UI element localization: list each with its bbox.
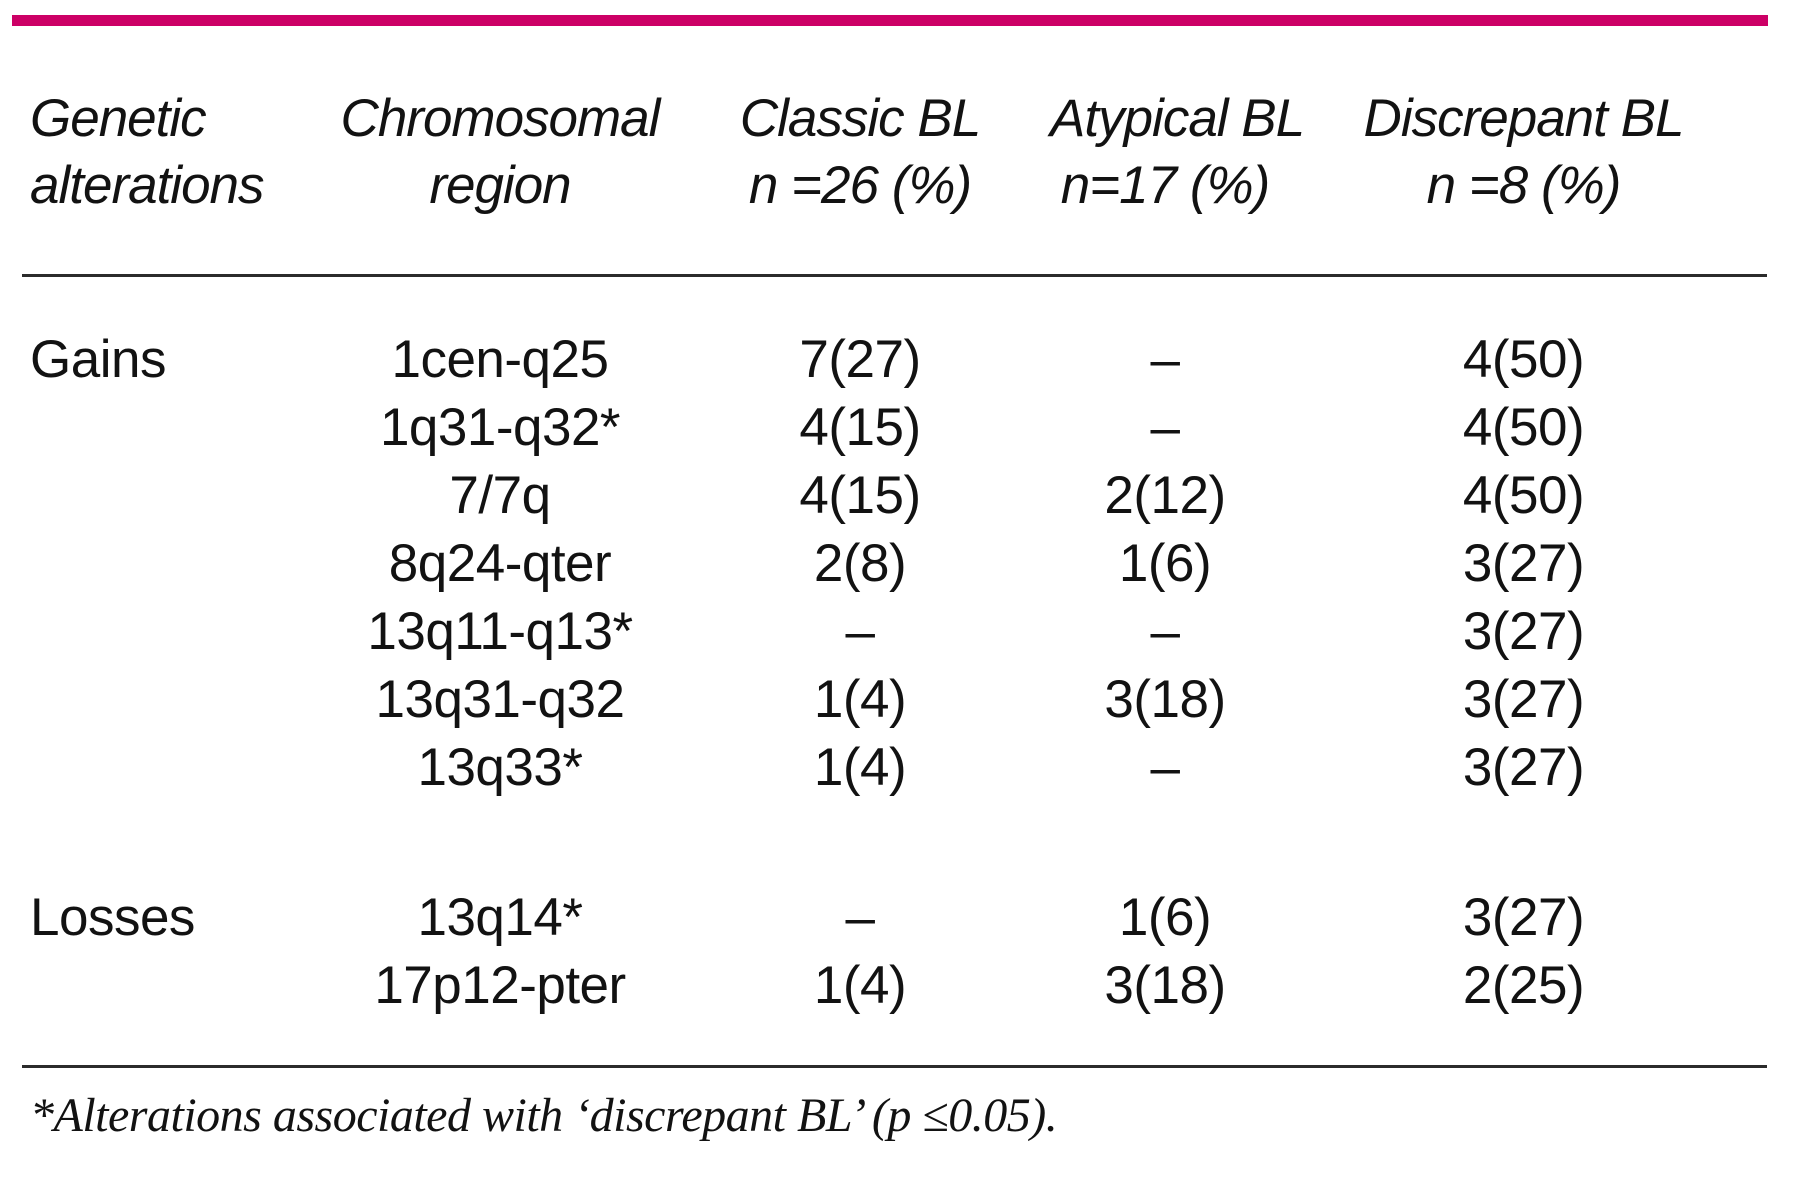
cell-classic-bl: – xyxy=(845,888,875,947)
cell-chromosomal-region: 13q14* xyxy=(417,888,583,947)
header-line-2: n =26 (%) xyxy=(748,156,972,215)
cell-discrepant-bl: 3(27) xyxy=(1462,888,1585,947)
header-line-1: Discrepant BL xyxy=(1363,89,1685,148)
cell-chromosomal-region: 8q24-qter xyxy=(388,534,612,593)
row-group-label: Losses xyxy=(30,888,195,947)
cell-classic-bl: 4(15) xyxy=(799,466,921,525)
cell-chromosomal-region: 13q31-q32 xyxy=(375,670,625,729)
cell-classic-bl: 4(15) xyxy=(799,398,921,457)
cell-atypical-bl: – xyxy=(1150,738,1180,797)
row-group-label xyxy=(22,666,330,734)
row-group-label xyxy=(22,734,330,802)
column-header-discrepant-bl: Discrepant BL n =8 (%) xyxy=(1280,85,1767,219)
column-header-classic-bl: Classic BL n =26 (%) xyxy=(670,85,1050,219)
cell-discrepant-bl: 3(27) xyxy=(1462,670,1585,729)
header-line-1: Atypical BL xyxy=(1050,89,1305,148)
cell-discrepant-bl: 4(50) xyxy=(1462,330,1585,389)
table-bottom-rule xyxy=(22,1065,1767,1068)
cell-classic-bl: 2(8) xyxy=(813,534,907,593)
cell-discrepant-bl: 3(27) xyxy=(1462,534,1585,593)
cell-atypical-bl: 1(6) xyxy=(1118,888,1212,947)
cell-atypical-bl: 2(12) xyxy=(1104,466,1226,525)
cell-classic-bl: 1(4) xyxy=(813,670,907,729)
cell-chromosomal-region: 1cen-q25 xyxy=(391,330,609,389)
table-footnote: *Alterations associated with ‘discrepant… xyxy=(30,1089,1058,1142)
cell-classic-bl: 1(4) xyxy=(813,956,907,1015)
cell-atypical-bl: 1(6) xyxy=(1118,534,1212,593)
header-line-2: n=17 (%) xyxy=(1060,156,1271,215)
row-group-label xyxy=(22,598,330,666)
cell-chromosomal-region: 17p12-pter xyxy=(374,956,626,1015)
header-line-2: alterations xyxy=(30,156,265,215)
cell-discrepant-bl: 4(50) xyxy=(1462,466,1585,525)
row-group-label xyxy=(22,462,330,530)
cell-chromosomal-region: 13q33* xyxy=(417,738,583,797)
cell-chromosomal-region: 7/7q xyxy=(449,466,551,525)
table-body-losses: Losses 13q14* – 1(6) 3(27) 17p12-pter 1(… xyxy=(22,884,1767,1020)
table-body-gains: Gains 1cen-q25 7(27) – 4(50) 1q31-q32* 4… xyxy=(22,326,1767,802)
row-group-label xyxy=(22,394,330,462)
cell-classic-bl: 1(4) xyxy=(813,738,907,797)
header-line-2: region xyxy=(429,156,571,215)
table-header-row: Genetic alterations Chromosomal region C… xyxy=(22,85,1767,219)
cell-atypical-bl: – xyxy=(1150,602,1180,661)
row-group-label xyxy=(22,530,330,598)
cell-atypical-bl: 3(18) xyxy=(1104,670,1226,729)
cell-discrepant-bl: 2(25) xyxy=(1462,956,1585,1015)
cell-discrepant-bl: 3(27) xyxy=(1462,738,1585,797)
header-line-1: Chromosomal xyxy=(340,89,661,148)
header-line-2: n =8 (%) xyxy=(1426,156,1622,215)
cell-atypical-bl: – xyxy=(1150,330,1180,389)
cell-discrepant-bl: 3(27) xyxy=(1462,602,1585,661)
cell-classic-bl: 7(27) xyxy=(799,330,921,389)
row-group-label xyxy=(22,952,330,1020)
column-header-chromosomal-region: Chromosomal region xyxy=(330,85,670,219)
cell-discrepant-bl: 4(50) xyxy=(1462,398,1585,457)
column-header-atypical-bl: Atypical BL n=17 (%) xyxy=(1050,85,1305,219)
table-top-accent-rule xyxy=(12,15,1768,26)
header-separator-rule xyxy=(22,274,1767,277)
cell-atypical-bl: – xyxy=(1150,398,1180,457)
cell-atypical-bl: 3(18) xyxy=(1104,956,1226,1015)
cell-chromosomal-region: 1q31-q32* xyxy=(379,398,621,457)
header-line-1: Genetic xyxy=(30,89,207,148)
header-line-1: Classic BL xyxy=(739,89,981,148)
row-group-label: Gains xyxy=(30,330,166,389)
cell-chromosomal-region: 13q11-q13* xyxy=(367,602,633,661)
column-header-genetic-alterations: Genetic alterations xyxy=(22,85,330,219)
cell-classic-bl: – xyxy=(845,602,875,661)
